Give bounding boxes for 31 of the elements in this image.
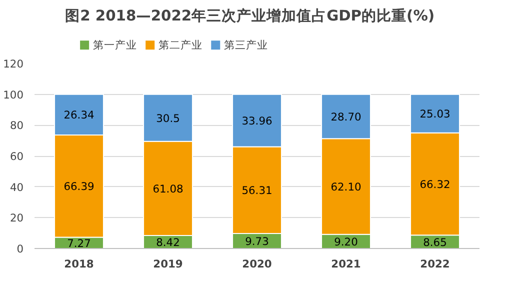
data-label: 61.08 [152, 182, 184, 196]
x-tick-label: 2021 [331, 258, 361, 270]
y-tick-label: 40 [10, 180, 24, 194]
data-label: 66.39 [64, 180, 94, 194]
legend-label: 第二产业 [158, 38, 202, 52]
legend-label: 第三产业 [224, 38, 268, 52]
x-tick-label: 2018 [64, 258, 94, 270]
data-label: 62.10 [330, 180, 362, 194]
data-label: 9.73 [245, 235, 269, 248]
y-tick-label: 20 [10, 212, 24, 225]
data-label: 56.31 [242, 184, 272, 198]
y-tick-label: 120 [3, 58, 24, 70]
x-tick-label: 2019 [153, 258, 183, 270]
data-label: 30.5 [156, 112, 180, 125]
data-label: 66.32 [420, 178, 450, 192]
data-label: 7.27 [67, 236, 91, 250]
y-tick-label: 0 [16, 242, 24, 256]
data-label: 8.65 [423, 236, 447, 249]
data-label: 28.70 [330, 110, 362, 124]
data-label: 8.42 [156, 236, 180, 250]
data-label: 33.96 [242, 114, 272, 128]
y-tick-label: 60 [10, 150, 24, 163]
data-label: 9.20 [334, 235, 358, 248]
y-tick-label: 100 [3, 88, 24, 102]
x-tick-label: 2020 [242, 258, 272, 270]
legend-label: 第一产业 [92, 38, 137, 52]
y-tick-label: 80 [10, 119, 24, 132]
x-tick-label: 2022 [420, 258, 450, 270]
chart-title: 图2 2018—2022年三次产业增加值占GDP的比重(%) [65, 8, 435, 24]
data-label: 26.34 [64, 108, 94, 122]
data-label: 25.03 [420, 108, 450, 121]
